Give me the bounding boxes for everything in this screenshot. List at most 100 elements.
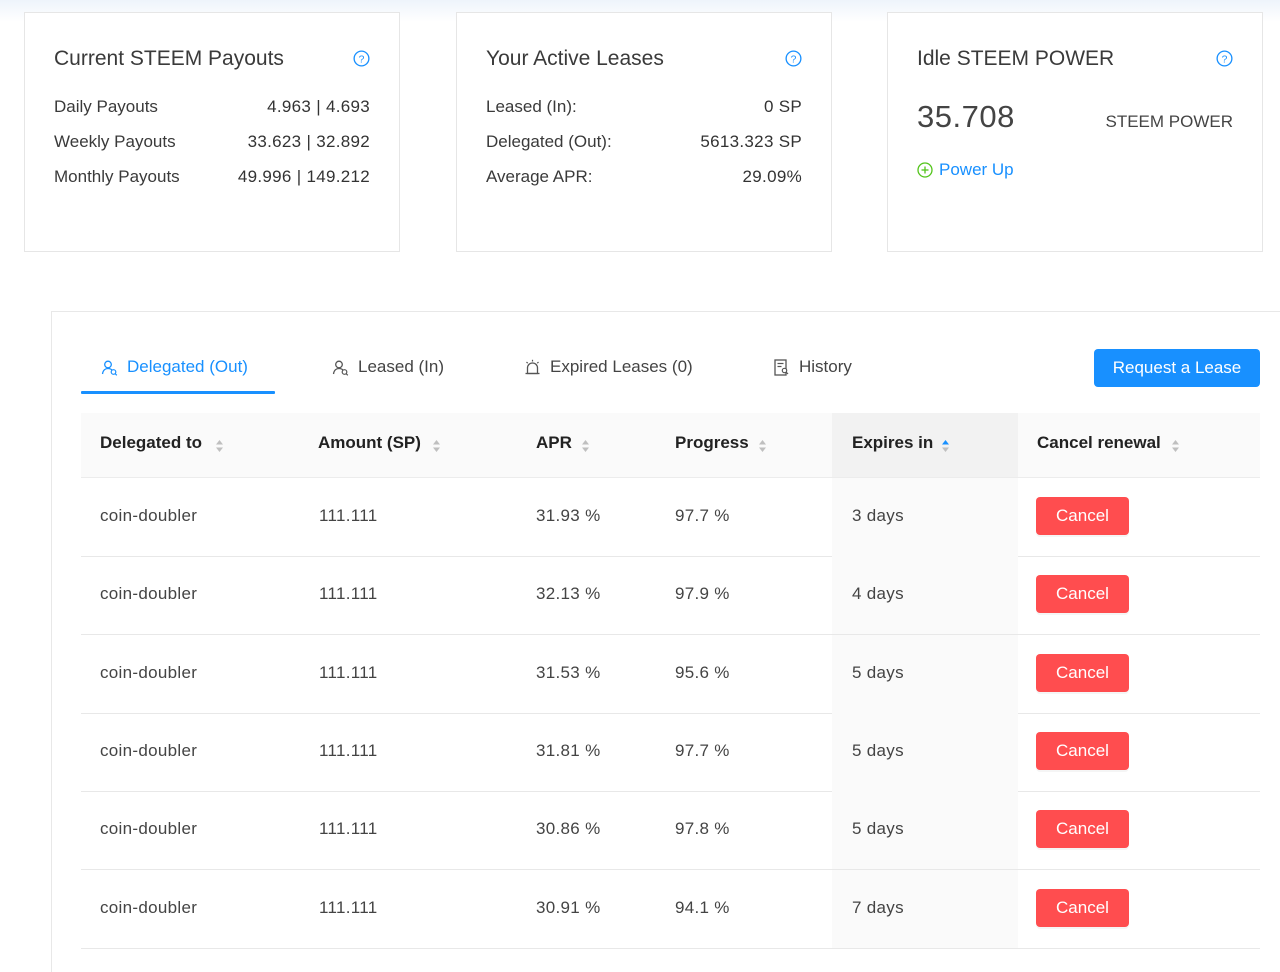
- progress-cell: 95.6 %: [675, 663, 730, 682]
- monthly-payouts-label: Monthly Payouts: [54, 167, 180, 186]
- apr-cell: 31.93 %: [536, 506, 601, 525]
- progress-cell: 97.7 %: [675, 506, 730, 525]
- sort-icon[interactable]: [1171, 439, 1180, 453]
- question-circle-icon[interactable]: ?: [1216, 50, 1233, 67]
- delegatee-cell: coin-doubler: [100, 741, 198, 760]
- payouts-card-title: Current STEEM Payouts: [54, 47, 284, 70]
- active-tab-indicator: [81, 391, 275, 394]
- average-apr-value: 29.09%: [742, 167, 802, 186]
- tab-label: Expired Leases (0): [550, 357, 693, 376]
- expires-cell: 7 days: [852, 898, 904, 917]
- weekly-payouts-row: Weekly Payouts 33.623 | 32.892: [54, 132, 370, 154]
- sort-icon[interactable]: [432, 439, 441, 453]
- question-circle-icon[interactable]: ?: [785, 50, 802, 67]
- daily-payouts-value: 4.963 | 4.693: [267, 97, 370, 116]
- sort-icon[interactable]: [758, 439, 767, 453]
- cancel-button[interactable]: Cancel: [1036, 732, 1129, 770]
- table-header: Delegated to Amount (SP) APR Progress Ex…: [81, 413, 1260, 478]
- sorted-column-cell-bg: [832, 870, 1018, 948]
- plus-circle-icon: [917, 162, 933, 178]
- average-apr-label: Average APR:: [486, 167, 593, 186]
- column-header-amount[interactable]: Amount (SP): [318, 433, 421, 452]
- table-row: coin-doubler 111.111 31.93 % 97.7 % 3 da…: [81, 478, 1260, 557]
- sorted-column-cell-bg: [832, 791, 1018, 869]
- delegated-out-row: Delegated (Out): 5613.323 SP: [486, 132, 802, 154]
- sorted-column-header-bg: [832, 413, 1018, 477]
- delegatee-cell: coin-doubler: [100, 584, 198, 603]
- expires-cell: 5 days: [852, 663, 904, 682]
- apr-cell: 31.53 %: [536, 663, 601, 682]
- amount-cell: 111.111: [319, 741, 378, 760]
- tab-label: History: [799, 357, 852, 376]
- sort-ascending-icon[interactable]: [941, 439, 950, 453]
- progress-cell: 94.1 %: [675, 898, 730, 917]
- weekly-payouts-value: 33.623 | 32.892: [247, 132, 370, 151]
- sort-icon[interactable]: [215, 439, 224, 453]
- amount-cell: 111.111: [319, 584, 378, 603]
- power-up-label: Power Up: [939, 160, 1014, 179]
- cancel-button[interactable]: Cancel: [1036, 497, 1129, 535]
- apr-cell: 31.81 %: [536, 741, 601, 760]
- column-header-expires-in[interactable]: Expires in: [852, 433, 934, 452]
- leased-in-row: Leased (In): 0 SP: [486, 97, 802, 119]
- apr-cell: 32.13 %: [536, 584, 601, 603]
- progress-cell: 97.9 %: [675, 584, 730, 603]
- svg-text:?: ?: [1222, 54, 1228, 65]
- expires-cell: 3 days: [852, 506, 904, 525]
- table-row: coin-doubler 111.111 30.86 % 97.8 % 5 da…: [81, 791, 1260, 870]
- idle-steem-power-value: 35.708: [917, 99, 1015, 134]
- cancel-button[interactable]: Cancel: [1036, 889, 1129, 927]
- question-circle-icon[interactable]: ?: [353, 50, 370, 67]
- amount-cell: 111.111: [319, 506, 378, 525]
- sort-icon[interactable]: [581, 439, 590, 453]
- daily-payouts-label: Daily Payouts: [54, 97, 158, 116]
- idle-card-title: Idle STEEM POWER: [917, 47, 1115, 70]
- sorted-column-cell-bg: [832, 556, 1018, 634]
- leased-in-label: Leased (In):: [486, 97, 577, 116]
- sorted-column-cell-bg: [832, 713, 1018, 791]
- idle-steem-power-unit: STEEM POWER: [1105, 112, 1233, 131]
- apr-cell: 30.86 %: [536, 819, 601, 838]
- cancel-button[interactable]: Cancel: [1036, 575, 1129, 613]
- delegated-out-label: Delegated (Out):: [486, 132, 612, 151]
- expires-cell: 4 days: [852, 584, 904, 603]
- column-header-apr[interactable]: APR: [536, 433, 572, 452]
- column-header-delegated-to[interactable]: Delegated to: [100, 433, 203, 452]
- progress-cell: 97.8 %: [675, 819, 730, 838]
- active-leases-card: Your Active Leases ? Leased (In): 0 SP D…: [456, 12, 832, 252]
- users-icon: [101, 360, 118, 376]
- tab-label: Delegated (Out): [127, 357, 248, 376]
- daily-payouts-row: Daily Payouts 4.963 | 4.693: [54, 97, 370, 119]
- sorted-column-cell-bg: [832, 478, 1018, 556]
- amount-cell: 111.111: [319, 819, 378, 838]
- table-row: coin-doubler 111.111 31.53 % 95.6 % 5 da…: [81, 635, 1260, 714]
- average-apr-row: Average APR: 29.09%: [486, 167, 802, 189]
- payouts-card: Current STEEM Payouts ? Daily Payouts 4.…: [24, 12, 400, 252]
- delegatee-cell: coin-doubler: [100, 663, 198, 682]
- expires-cell: 5 days: [852, 741, 904, 760]
- amount-cell: 111.111: [319, 898, 378, 917]
- delegatee-cell: coin-doubler: [100, 506, 198, 525]
- active-leases-card-title: Your Active Leases: [486, 47, 664, 70]
- amount-cell: 111.111: [319, 663, 378, 682]
- column-header-cancel-renewal[interactable]: Cancel renewal: [1037, 433, 1161, 452]
- table-row: coin-doubler 111.111 31.81 % 97.7 % 5 da…: [81, 713, 1260, 792]
- leased-in-value: 0 SP: [763, 97, 802, 116]
- progress-cell: 97.7 %: [675, 741, 730, 760]
- delegatee-cell: coin-doubler: [100, 898, 198, 917]
- cancel-button[interactable]: Cancel: [1036, 810, 1129, 848]
- column-header-progress[interactable]: Progress: [675, 433, 749, 452]
- tab-label: Leased (In): [358, 357, 444, 376]
- delegated-out-value: 5613.323 SP: [700, 132, 802, 151]
- users-icon: [332, 360, 349, 376]
- weekly-payouts-label: Weekly Payouts: [54, 132, 176, 151]
- cancel-button[interactable]: Cancel: [1036, 654, 1129, 692]
- svg-text:?: ?: [791, 54, 797, 65]
- svg-text:?: ?: [359, 54, 365, 65]
- monthly-payouts-value: 49.996 | 149.212: [237, 167, 370, 186]
- apr-cell: 30.91 %: [536, 898, 601, 917]
- request-lease-button[interactable]: Request a Lease: [1094, 349, 1260, 387]
- table-row: coin-doubler 111.111 32.13 % 97.9 % 4 da…: [81, 556, 1260, 635]
- monthly-payouts-row: Monthly Payouts 49.996 | 149.212: [54, 167, 370, 189]
- sorted-column-cell-bg: [832, 635, 1018, 713]
